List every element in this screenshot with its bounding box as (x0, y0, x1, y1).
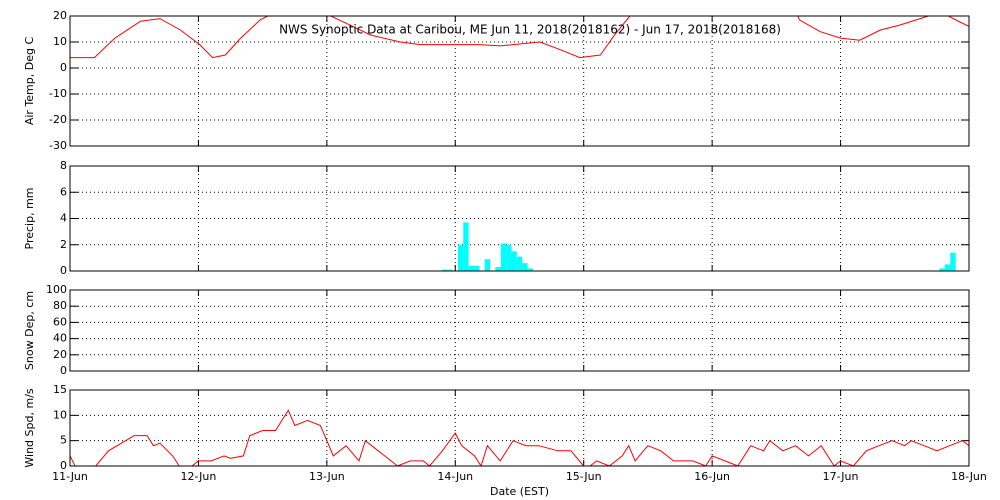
bar (516, 256, 523, 271)
bar (495, 267, 501, 271)
y-tick-label: 60 (53, 315, 67, 328)
bar (500, 243, 507, 271)
y-axis-label: Wind Spd, m/s (23, 388, 36, 468)
bar (463, 222, 469, 271)
x-tick-label: 13-Jun (309, 470, 345, 483)
y-tick-label: 0 (60, 264, 67, 277)
y-tick-label: 40 (53, 332, 67, 345)
plot-frame (69, 15, 970, 147)
y-tick-label: -10 (49, 87, 67, 100)
x-tick-label: 16-Jun (694, 470, 730, 483)
bar (474, 265, 480, 271)
y-tick-label: 0 (60, 459, 67, 472)
y-tick-label: 0 (60, 364, 67, 377)
bar (506, 244, 512, 271)
line-series (70, 16, 969, 59)
y-axis-label: Air Temp, Deg C (23, 37, 36, 126)
y-tick-label: 0 (60, 61, 67, 74)
bar (950, 252, 956, 271)
y-tick-label: 10 (53, 35, 67, 48)
x-tick-label: 14-Jun (437, 470, 473, 483)
bar (522, 263, 528, 271)
bar (441, 269, 448, 271)
y-tick-label: 15 (53, 383, 67, 396)
bar (944, 264, 951, 271)
chart-title: NWS Synoptic Data at Caribou, ME Jun 11,… (279, 23, 781, 37)
y-tick-label: 20 (53, 348, 67, 361)
y-tick-label: -30 (49, 139, 67, 152)
bar (527, 268, 533, 271)
bar (447, 269, 453, 271)
x-tick-label: 18-Jun (951, 470, 987, 483)
y-tick-label: 4 (60, 212, 67, 225)
y-tick-label: 6 (60, 185, 67, 198)
bar (458, 244, 464, 271)
bar (511, 251, 517, 271)
y-tick-label: 80 (53, 299, 67, 312)
y-tick-label: 10 (53, 408, 67, 421)
x-tick-label: 15-Jun (566, 470, 602, 483)
x-tick-label: 12-Jun (181, 470, 217, 483)
plot-frame (69, 389, 970, 467)
y-tick-label: 100 (46, 283, 67, 296)
x-tick-label: 17-Jun (823, 470, 859, 483)
plot-frame (69, 289, 970, 372)
x-axis-label: Date (EST) (490, 485, 549, 498)
y-axis-label: Snow Dep, cm (23, 291, 36, 370)
plot-frame (69, 165, 970, 272)
y-tick-label: 2 (60, 238, 67, 251)
y-tick-label: 20 (53, 9, 67, 22)
y-tick-label: -20 (49, 113, 67, 126)
bar (484, 259, 491, 271)
bar (468, 265, 475, 271)
y-tick-label: 5 (60, 434, 67, 447)
x-tick-label: 11-Jun (52, 470, 88, 483)
y-tick-label: 8 (60, 159, 67, 172)
y-axis-label: Precip, mm (23, 188, 36, 250)
bar (939, 268, 945, 271)
line-series (70, 409, 969, 466)
